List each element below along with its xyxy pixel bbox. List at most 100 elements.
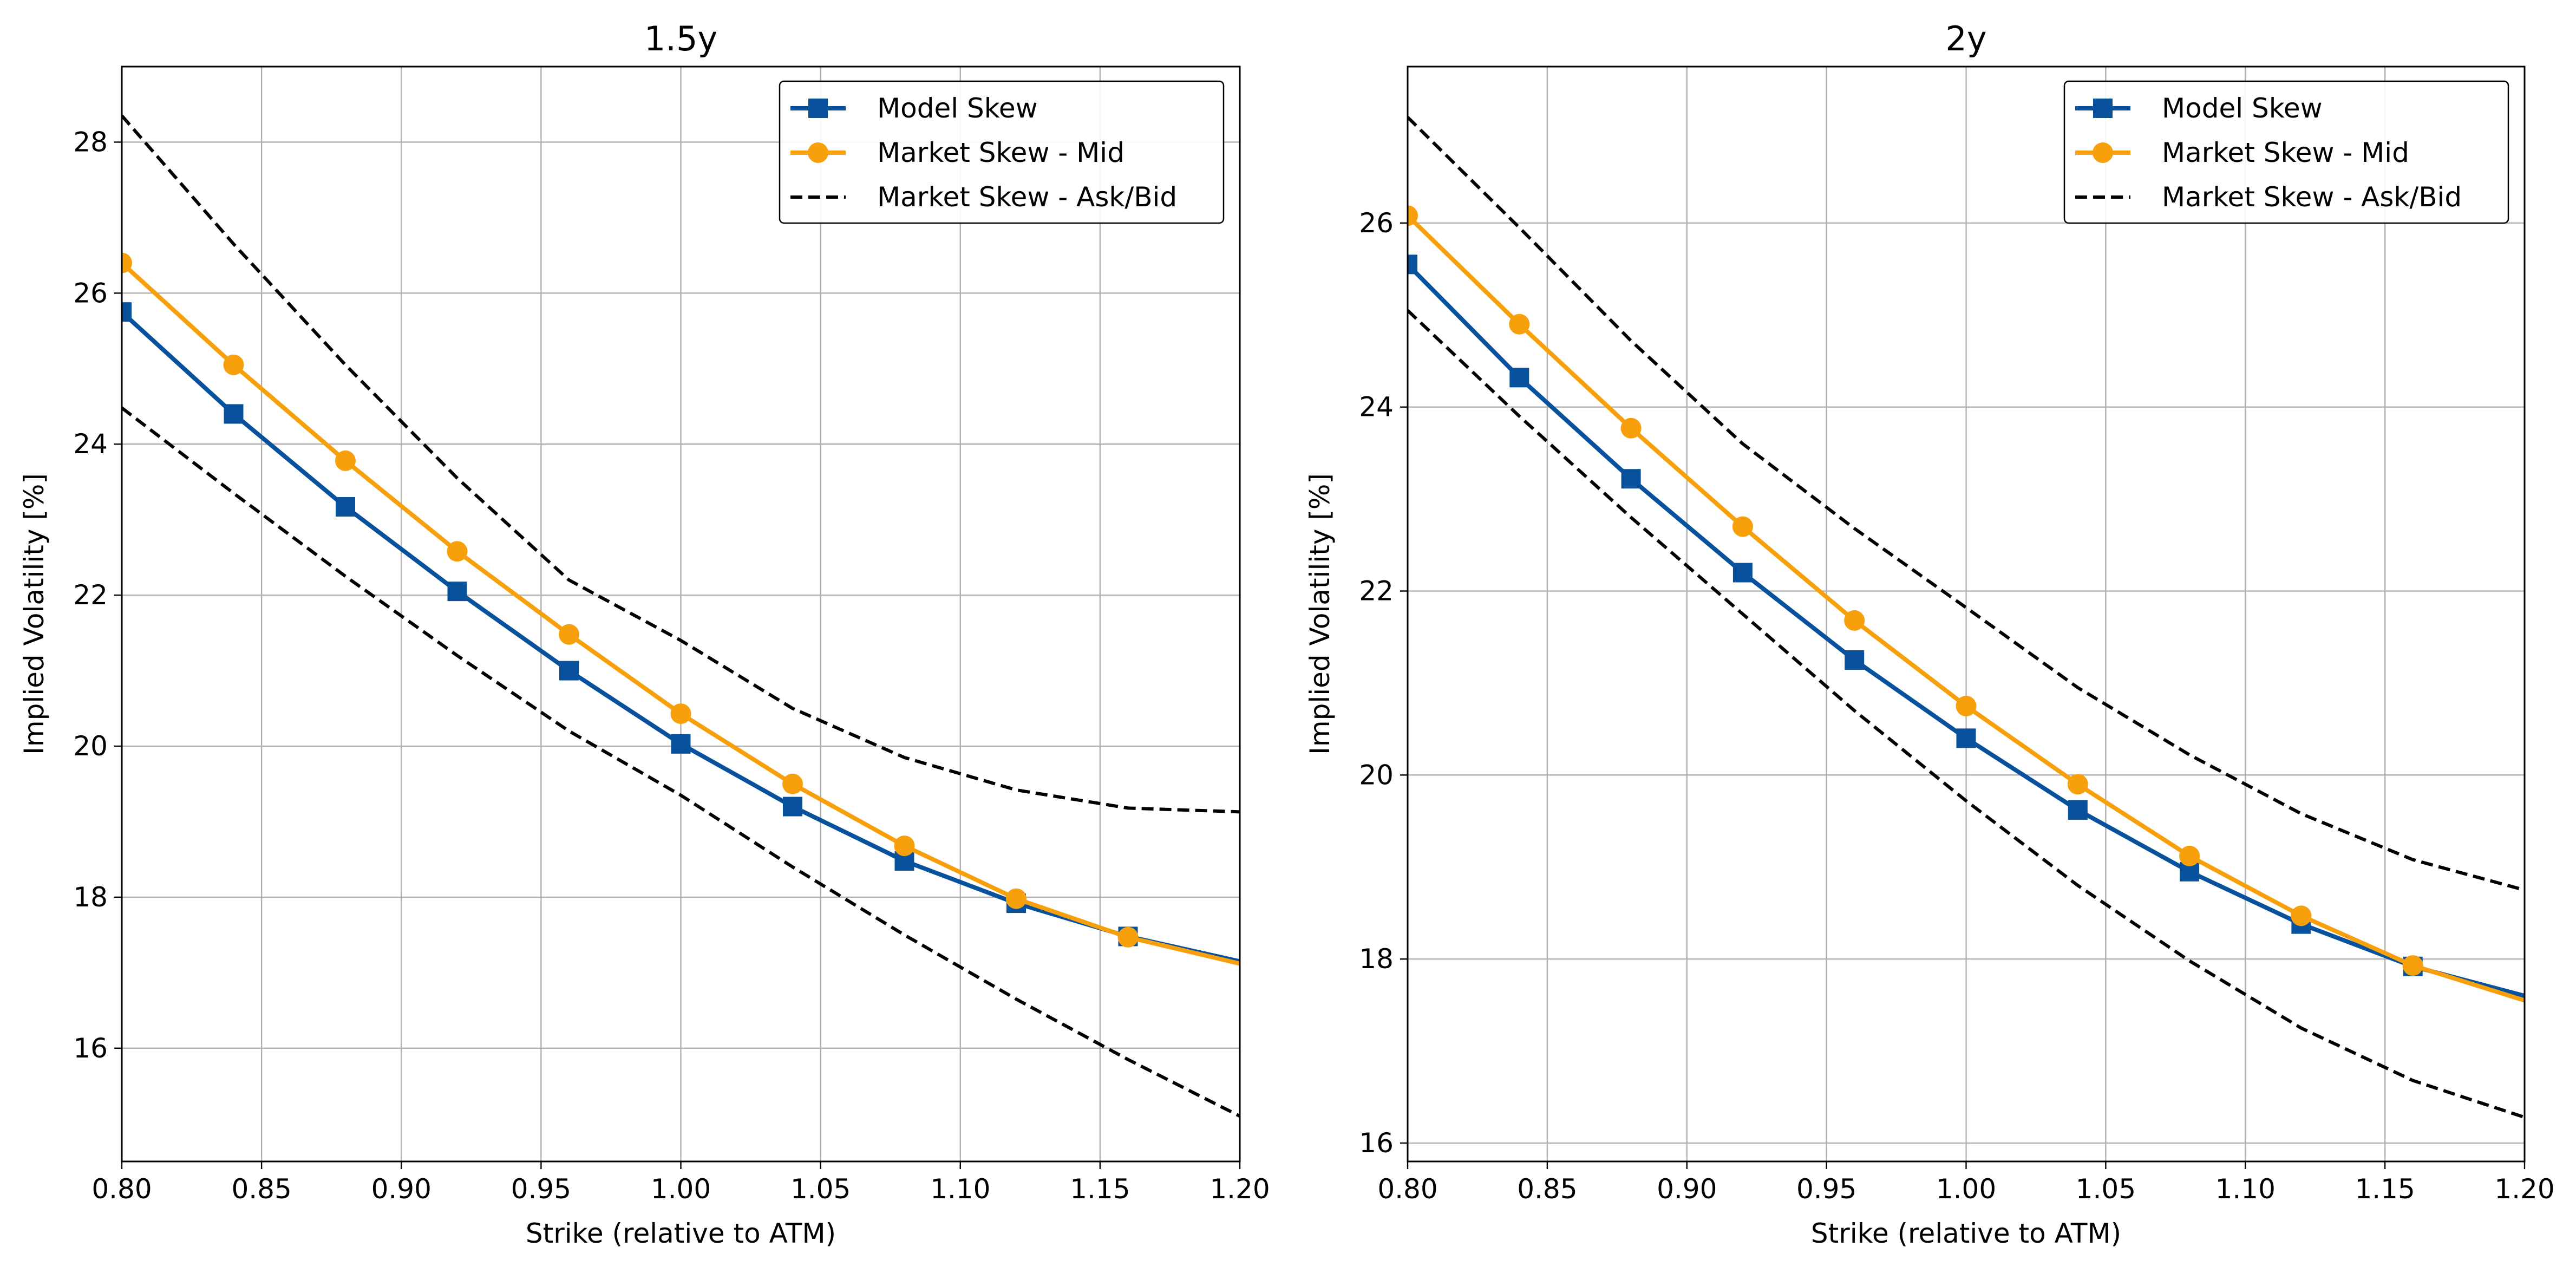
- legend-label: Market Skew - Mid: [877, 137, 1124, 168]
- y-axis-label: Implied Volatility [%]: [1304, 473, 1336, 755]
- legend-label: Market Skew - Ask/Bid: [2162, 181, 2462, 213]
- series-model-skew: [122, 302, 1240, 964]
- data-point-circle: [1006, 888, 1027, 909]
- series-line: [122, 406, 1240, 1118]
- data-point-square: [2068, 800, 2088, 820]
- data-point-square: [671, 734, 691, 754]
- data-point-circle: [335, 450, 356, 471]
- y-tick-label: 18: [73, 882, 108, 913]
- x-tick-label: 1.15: [1070, 1173, 1130, 1205]
- subplot-2y: 0.80 0.85 0.90 0.95 1.00 1.05 1.10 1.15 1.20 16 18…: [1304, 19, 2555, 1249]
- series-market-skew-ask-bid: [122, 114, 1240, 814]
- chart-title: 1.5y: [644, 19, 717, 58]
- series-line: [1408, 309, 2525, 1119]
- subplot-1-5y: 0.80 0.85 0.90 0.95 1.00 1.05 1.10 1.15 1.20 16 18…: [18, 19, 1270, 1249]
- data-point-circle: [1956, 695, 1977, 716]
- legend-marker-square: [2093, 99, 2113, 118]
- legend-label: Model Skew: [2162, 93, 2323, 124]
- data-point-circle: [782, 773, 803, 794]
- x-tick-label: 1.05: [790, 1173, 851, 1205]
- series-line: [122, 114, 1240, 814]
- y-tick-label: 22: [1359, 576, 1394, 607]
- legend-marker-circle: [2093, 142, 2113, 163]
- data-point-circle: [122, 252, 132, 273]
- legend: Model Skew Market Skew - Mid Market Skew -…: [779, 80, 1225, 224]
- x-tick-label: 1.00: [651, 1173, 711, 1205]
- x-axis-label: Strike (relative to ATM): [1811, 1218, 2121, 1249]
- y-tick-label: 26: [73, 277, 108, 309]
- legend-frame: [2063, 80, 2509, 224]
- x-tick-label: 1.20: [1209, 1173, 1270, 1205]
- x-tick-label: 0.90: [1657, 1173, 1717, 1205]
- plot-area: [1408, 116, 2525, 1119]
- legend-item: Model Skew: [790, 93, 1038, 124]
- data-point-square: [559, 661, 579, 681]
- legend-item: Model Skew: [2075, 93, 2323, 124]
- data-point-square: [122, 302, 132, 322]
- data-point-circle: [1117, 926, 1139, 948]
- series-market-skew-mid: [1408, 205, 2525, 1003]
- data-point-circle: [894, 835, 915, 857]
- series-line: [1408, 116, 2525, 892]
- data-point-circle: [1844, 610, 1865, 631]
- y-tick-label: 24: [1359, 391, 1394, 423]
- series-model-skew: [1408, 254, 2525, 998]
- y-tick-label: 16: [73, 1033, 108, 1064]
- legend-item: Market Skew - Ask/Bid: [2075, 181, 2462, 213]
- x-tick-label: 0.85: [1517, 1173, 1577, 1205]
- data-point-square: [1845, 650, 1865, 670]
- y-tick-label: 24: [73, 428, 108, 460]
- plot-area: [122, 114, 1240, 1118]
- x-tick-label: 0.80: [91, 1173, 152, 1205]
- x-tick-label: 1.05: [2076, 1173, 2136, 1205]
- y-axis-label: Implied Volatility [%]: [18, 473, 50, 755]
- x-tick-label: 1.10: [930, 1173, 990, 1205]
- data-point-circle: [1408, 205, 1418, 226]
- x-tick-label: 0.95: [1796, 1173, 1856, 1205]
- data-point-square: [224, 404, 244, 424]
- data-point-circle: [559, 624, 579, 645]
- legend: Model Skew Market Skew - Mid Market Skew -…: [2063, 80, 2509, 224]
- y-tick-label: 26: [1359, 207, 1394, 239]
- data-point-square: [1732, 563, 1753, 583]
- data-point-circle: [1620, 417, 1642, 439]
- data-point-square: [1509, 368, 1529, 388]
- data-point-circle: [1509, 314, 1530, 335]
- x-axis-label: Strike (relative to ATM): [526, 1218, 836, 1249]
- x-tick-label: 1.15: [2355, 1173, 2415, 1205]
- y-tick-label: 28: [73, 126, 108, 158]
- legend-label: Market Skew - Ask/Bid: [877, 181, 1177, 213]
- data-point-square: [447, 582, 467, 602]
- series-market-skew-ask-bid: [1408, 309, 2525, 1119]
- y-tick-label: 20: [1359, 759, 1394, 791]
- data-point-circle: [1732, 516, 1753, 537]
- data-point-square: [336, 497, 355, 517]
- y-tick-label: 18: [1359, 943, 1394, 975]
- data-point-square: [1621, 469, 1641, 489]
- series-market-skew-ask-bid: [1408, 116, 2525, 892]
- data-point-circle: [2291, 905, 2312, 926]
- data-point-square: [1956, 728, 1976, 748]
- legend-item: Market Skew - Mid: [2075, 137, 2409, 168]
- data-point-square: [783, 797, 802, 817]
- legend-item: Market Skew - Ask/Bid: [790, 181, 1177, 213]
- y-tick-label: 16: [1359, 1127, 1394, 1159]
- y-tick-label: 20: [73, 730, 108, 762]
- legend-label: Market Skew - Mid: [2162, 137, 2409, 168]
- legend-frame: [779, 80, 1225, 224]
- x-tick-label: 0.85: [231, 1173, 291, 1205]
- legend-item: Market Skew - Mid: [790, 137, 1124, 168]
- x-tick-label: 0.90: [371, 1173, 431, 1205]
- chart-title: 2y: [1945, 19, 1986, 58]
- data-point-square: [1408, 254, 1417, 275]
- x-tick-label: 0.95: [511, 1173, 571, 1205]
- series-market-skew-ask-bid: [122, 406, 1240, 1118]
- legend-marker-circle: [808, 142, 828, 163]
- x-tick-label: 1.20: [2494, 1173, 2554, 1205]
- legend-label: Model Skew: [877, 93, 1038, 124]
- data-point-circle: [2402, 955, 2423, 976]
- x-tick-label: 1.00: [1936, 1173, 1996, 1205]
- legend-marker-square: [808, 99, 828, 118]
- series-market-skew-mid: [122, 252, 1240, 966]
